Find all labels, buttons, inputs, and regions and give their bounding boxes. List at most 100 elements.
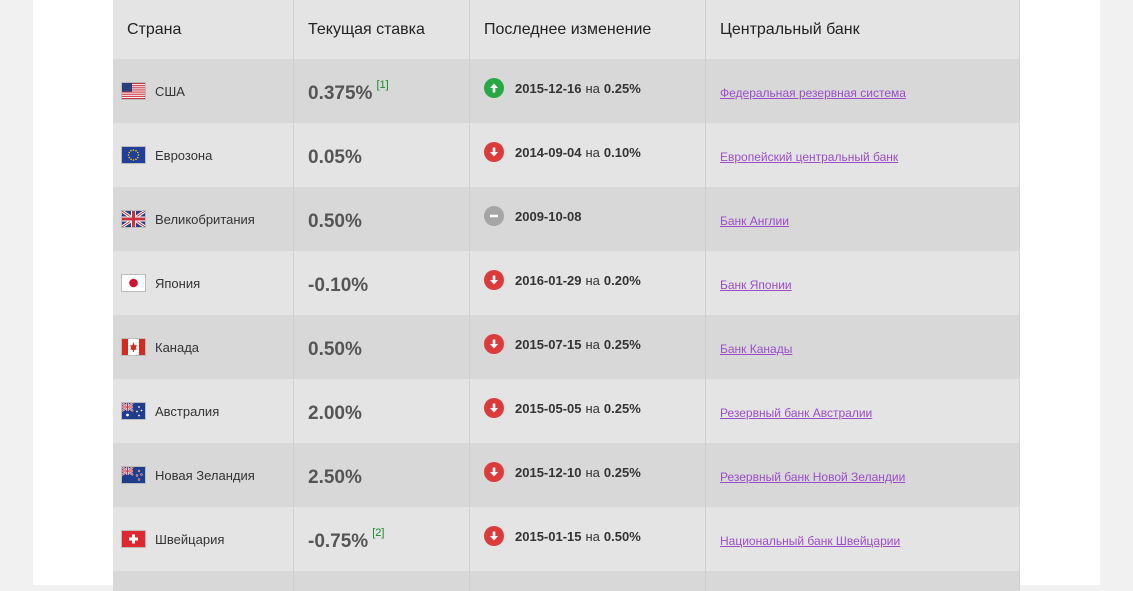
table-row: Япония -0.10% 2016-01-29 на 0.20% Банк Японии: [113, 251, 1020, 315]
ch-flag-icon: [122, 531, 145, 547]
table-header: Страна Текущая ставка Последнее изменени…: [113, 0, 1020, 59]
current-rate: -0.75%: [308, 531, 369, 552]
change-cell: 2015-01-15 на 0.50%: [470, 507, 706, 571]
change-date: 2015-12-16: [515, 80, 582, 96]
minus-icon: [484, 206, 504, 226]
us-flag-icon: [122, 83, 145, 99]
country-cell: Еврозона: [113, 123, 294, 187]
bank-cell: Банк Англии: [706, 187, 1020, 251]
central-bank-link[interactable]: Банк Англии: [720, 214, 789, 228]
country-name: Новая Зеландия: [155, 467, 255, 483]
footnote-link[interactable]: [1]: [376, 79, 389, 91]
change-value: 0.25%: [603, 464, 641, 480]
country-name: Австралия: [155, 403, 220, 419]
current-rate: 0.50%: [308, 339, 362, 360]
uk-flag-icon: [122, 211, 145, 227]
bank-cell: Национальный банк Швейцарии: [706, 507, 1020, 571]
change-separator: на: [585, 272, 600, 288]
jp-flag-icon: [122, 275, 145, 291]
bank-cell: Федеральная резервная система: [706, 59, 1020, 123]
country-cell: Канада: [113, 315, 294, 379]
header-last-change: Последнее изменение: [470, 0, 706, 59]
bank-cell: Банк Канады: [706, 315, 1020, 379]
ca-flag-icon: [122, 339, 145, 355]
current-rate: -0.10%: [308, 275, 369, 296]
rate-cell: 0.05%: [294, 123, 470, 187]
rate-cell: 0.50%: [294, 187, 470, 251]
arrow-down-icon: [484, 462, 504, 482]
header-current-rate: Текущая ставка: [294, 0, 470, 59]
arrow-down-icon: [484, 398, 504, 418]
country-cell: Великобритания: [113, 187, 294, 251]
table-row: Новая Зеландия 2.50% 2015-12-10 на 0.25% Резе…: [113, 443, 1020, 507]
change-value: 0.50%: [603, 528, 641, 544]
country-name: Япония: [155, 275, 201, 291]
change-date: 2009-10-08: [515, 208, 582, 224]
country-name: США: [155, 83, 185, 99]
change-date: 2015-05-05: [515, 400, 582, 416]
change-value: 0.25%: [603, 336, 641, 352]
rate-cell: -0.10%: [294, 251, 470, 315]
current-rate: 0.375%: [308, 83, 373, 104]
change-cell: 2015-12-16 на 0.25%: [470, 59, 706, 123]
country-cell: Новая Зеландия: [113, 443, 294, 507]
change-separator: на: [585, 464, 600, 480]
change-date: 2015-07-15: [515, 336, 582, 352]
arrow-down-icon: [484, 142, 504, 162]
change-separator: на: [585, 80, 600, 96]
change-value: 0.25%: [603, 400, 641, 416]
central-bank-link[interactable]: Европейский центральный банк: [720, 150, 899, 164]
bank-cell: Резервный банк Новой Зеландии: [706, 443, 1020, 507]
rate-cell: 0.50%: [294, 315, 470, 379]
change-cell: 2015-12-10 на 0.25%: [470, 443, 706, 507]
central-bank-link[interactable]: Банк Канады: [720, 342, 793, 356]
rate-cell: -0.75% [2]: [294, 507, 470, 571]
table-row: Швейцария -0.75% [2] 2015-01-15 на 0.50% Нацио…: [113, 507, 1020, 571]
country-cell: Япония: [113, 251, 294, 315]
header-country: Страна: [113, 0, 294, 59]
central-bank-link[interactable]: Банк Японии: [720, 278, 792, 292]
central-bank-link[interactable]: Федеральная резервная система: [720, 86, 906, 100]
page-content: Страна Текущая ставка Последнее изменени…: [33, 0, 1100, 591]
current-rate: 0.05%: [308, 147, 362, 168]
change-cell: 2015-07-15 на 0.25%: [470, 315, 706, 379]
change-separator: на: [585, 400, 600, 416]
interest-rates-table: Страна Текущая ставка Последнее изменени…: [113, 0, 1020, 591]
change-separator: на: [585, 144, 600, 160]
country-cell: США: [113, 59, 294, 123]
rate-cell: 2.00%: [294, 379, 470, 443]
change-date: 2015-01-15: [515, 528, 582, 544]
central-bank-link[interactable]: Национальный банк Швейцарии: [720, 534, 901, 548]
table-row: США 0.375% [1] 2015-12-16 на 0.25% Федеральная…: [113, 59, 1020, 123]
change-cell: 2015-05-05 на 0.25%: [470, 379, 706, 443]
current-rate: 0.50%: [308, 211, 362, 232]
bank-cell: Европейский центральный банк: [706, 123, 1020, 187]
table-row: Австралия 2.00% 2015-05-05 на 0.25% Резервный…: [113, 379, 1020, 443]
table-row: Еврозона 0.05% 2014-09-04 на 0.10% Европейски…: [113, 123, 1020, 187]
footnote-link[interactable]: [2]: [372, 527, 385, 539]
au-flag-icon: [122, 403, 145, 419]
arrow-down-icon: [484, 526, 504, 546]
change-cell: 2014-09-04 на 0.10%: [470, 123, 706, 187]
change-cell: 2016-01-29 на 0.20%: [470, 251, 706, 315]
table-row: Канада 0.50% 2015-07-15 на 0.25% Банк Канады: [113, 315, 1020, 379]
country-name: Швейцария: [155, 531, 225, 547]
nz-flag-icon: [122, 467, 145, 483]
country-name: Великобритания: [155, 211, 255, 227]
rate-cell: 2.50%: [294, 443, 470, 507]
header-central-bank: Центральный банк: [706, 0, 1020, 59]
country-name: Канада: [155, 339, 200, 355]
table-row-partial: [113, 571, 1020, 591]
change-cell: 2009-10-08: [470, 187, 706, 251]
central-bank-link[interactable]: Резервный банк Новой Зеландии: [720, 470, 906, 484]
arrow-down-icon: [484, 270, 504, 290]
change-separator: на: [585, 336, 600, 352]
bank-cell: Резервный банк Австралии: [706, 379, 1020, 443]
country-name: Еврозона: [155, 147, 213, 163]
change-date: 2016-01-29: [515, 272, 582, 288]
change-date: 2014-09-04: [515, 144, 582, 160]
current-rate: 2.50%: [308, 467, 362, 488]
eu-flag-icon: [122, 147, 145, 163]
arrow-down-icon: [484, 334, 504, 354]
central-bank-link[interactable]: Резервный банк Австралии: [720, 406, 873, 420]
